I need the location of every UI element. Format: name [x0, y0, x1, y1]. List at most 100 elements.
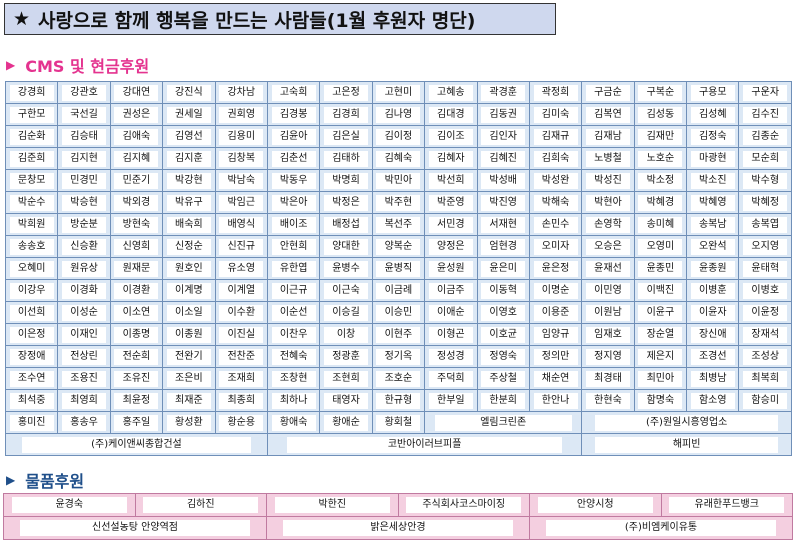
- donor-name: 윤병직: [376, 260, 421, 277]
- donor-cell: 최석중: [4, 389, 59, 412]
- donor-name: 이창: [324, 326, 369, 343]
- donor-name: 원호인: [166, 260, 211, 277]
- donor-name: 이금주: [428, 282, 473, 299]
- donor-name: 임재호: [585, 326, 630, 343]
- donor-cell: 조수연: [4, 367, 59, 390]
- donor-cell: 박승현: [57, 191, 111, 214]
- donor-cell: 김영선: [162, 125, 216, 148]
- donor-cell: 이소일: [162, 301, 216, 324]
- donor-cell: 최영희: [57, 389, 111, 412]
- donor-cell: 이강우: [4, 279, 59, 302]
- donor-name: 손영학: [585, 216, 630, 233]
- donor-cell: 임재호: [581, 323, 635, 346]
- donor-cell: 박유구: [162, 191, 216, 214]
- donor-cell: 장정애: [4, 345, 59, 368]
- donor-name: 신선설농탕 안양역점: [19, 520, 251, 536]
- donor-cell: 최경태: [581, 367, 635, 390]
- donor-cell: 서재현: [476, 213, 530, 236]
- donor-name: 한분희: [481, 392, 526, 409]
- donor-cell: 박동우: [266, 169, 321, 192]
- donor-name: 박소진: [690, 172, 735, 189]
- donor-cell: 이계열: [214, 279, 268, 302]
- donor-cell: 오미자: [528, 235, 583, 258]
- donor-name: 윤종민: [638, 260, 683, 277]
- donor-cell: 박순수: [4, 191, 59, 214]
- donor-name: 김대경: [428, 106, 473, 123]
- donor-name: 김준희: [9, 150, 54, 167]
- donor-name: 이현주: [376, 326, 421, 343]
- donor-name: 노호순: [638, 150, 683, 167]
- donor-cell: 전완기: [162, 345, 216, 368]
- donor-cell: 이애순: [424, 301, 478, 324]
- donor-cell: 박정은: [319, 191, 373, 214]
- donor-name: 신승환: [62, 238, 107, 255]
- donor-cell: 김복연: [581, 103, 635, 126]
- table-row: 신선설농탕 안양역점 밝은세상안경 (주)비엠케이유통: [3, 516, 793, 540]
- table-row: 윤경숙 김하진 박한진 주식회사코스마이징 안양시청 유래한푸드뱅크: [3, 493, 793, 517]
- donor-name: 한규형: [376, 392, 421, 409]
- donor-name: 안양시청: [537, 497, 653, 513]
- donor-cell: 주식회사코스마이징: [397, 493, 530, 517]
- donor-name: 이영호: [481, 304, 526, 321]
- donor-cell: 박혜경: [633, 191, 688, 214]
- donor-cell: 윤종민: [633, 257, 688, 280]
- donor-cell: 황회철: [371, 411, 426, 434]
- donor-cell: 이영호: [476, 301, 530, 324]
- donor-name: 이윤자: [690, 304, 735, 321]
- donor-name: 배정섭: [324, 216, 369, 233]
- donor-cell: 김동권: [476, 103, 530, 126]
- donor-cell: 윤경숙: [3, 493, 136, 517]
- donor-cell: 윤성원: [424, 257, 478, 280]
- donor-name: 홍송우: [62, 414, 107, 431]
- donor-cell: 엘림크린존: [424, 411, 583, 434]
- donor-name: 조재희: [219, 370, 264, 387]
- donor-cell: 최복희: [738, 367, 792, 390]
- donor-name: 박유구: [166, 194, 211, 211]
- donor-cell: 정의만: [528, 345, 583, 368]
- donor-name: 최복희: [743, 370, 788, 387]
- donor-cell: 윤병직: [371, 257, 426, 280]
- donor-cell: 박현아: [581, 191, 635, 214]
- donor-name: 황애순: [324, 414, 369, 431]
- donor-cell: 장순열: [633, 323, 688, 346]
- donor-cell: 전찬준: [214, 345, 268, 368]
- donor-name: 함명숙: [638, 392, 683, 409]
- goods-donor-table: 윤경숙 김하진 박한진 주식회사코스마이징 안양시청 유래한푸드뱅크 신선설농탕 안양역점 밝…: [3, 493, 793, 540]
- donor-cell: 주상철: [476, 367, 530, 390]
- donor-cell: 김종순: [738, 125, 792, 148]
- donor-name: 김재남: [585, 128, 630, 145]
- donor-cell: 김지혜: [109, 147, 164, 170]
- donor-name: 김종순: [743, 128, 788, 145]
- donor-cell: 구한모: [4, 103, 59, 126]
- donor-name: 이종명: [114, 326, 159, 343]
- donor-cell: 황애순: [319, 411, 373, 434]
- donor-cell: 김창복: [214, 147, 268, 170]
- donor-name: 주덕희: [428, 370, 473, 387]
- donor-cell: 오완석: [686, 235, 740, 258]
- donor-name: 박성배: [481, 172, 526, 189]
- donor-name: 최재준: [166, 392, 211, 409]
- donor-name: 홍미진: [9, 414, 54, 431]
- donor-cell: 노호순: [633, 147, 688, 170]
- donor-name: 양정은: [428, 238, 473, 255]
- donor-cell: 유소영: [214, 257, 268, 280]
- donor-name: 양대한: [324, 238, 369, 255]
- donor-name: 이금례: [376, 282, 421, 299]
- donor-name: 권회영: [219, 106, 264, 123]
- donor-cell: 문창모: [4, 169, 59, 192]
- donor-cell: 김미숙: [528, 103, 583, 126]
- donor-name: 전찬준: [219, 348, 264, 365]
- donor-name: 원유상: [62, 260, 107, 277]
- donor-name: 유소영: [219, 260, 264, 277]
- donor-cell: 김준희: [4, 147, 59, 170]
- donor-cell: 이백진: [633, 279, 688, 302]
- donor-name: 이진실: [219, 326, 264, 343]
- donor-name: 박동우: [271, 172, 316, 189]
- donor-cell: 김은실: [319, 125, 373, 148]
- donor-cell: 박임근: [214, 191, 268, 214]
- donor-cell: 고혜송: [424, 81, 478, 104]
- donor-cell: 윤병수: [319, 257, 373, 280]
- donor-cell: 김혜자: [424, 147, 478, 170]
- donor-name: 정영숙: [481, 348, 526, 365]
- donor-name: 조경선: [690, 348, 735, 365]
